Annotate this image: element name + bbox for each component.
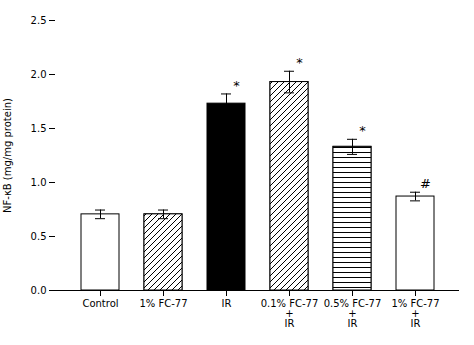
svg-text:*: * [296,55,303,70]
svg-text:#: # [420,176,431,191]
svg-text:Control: Control [82,298,118,309]
svg-text:1.0: 1.0 [31,177,47,188]
svg-text:2.0: 2.0 [31,69,47,80]
svg-text:1% FC-77+IR: 1% FC-77+IR [391,298,439,329]
svg-text:1% FC-77: 1% FC-77 [139,298,187,309]
svg-text:*: * [359,123,366,138]
svg-text:NF-κB (mg/mg protein): NF-κB (mg/mg protein) [2,98,13,213]
svg-text:1.5: 1.5 [31,123,47,134]
svg-text:0.0: 0.0 [31,285,47,296]
svg-text:2.5: 2.5 [31,15,47,26]
svg-text:0.5: 0.5 [31,231,47,242]
svg-text:*: * [233,78,240,93]
svg-text:0.1% FC-77+IR: 0.1% FC-77+IR [261,298,319,329]
svg-text:0.5% FC-77+IR: 0.5% FC-77+IR [324,298,382,329]
svg-text:IR: IR [222,298,232,309]
